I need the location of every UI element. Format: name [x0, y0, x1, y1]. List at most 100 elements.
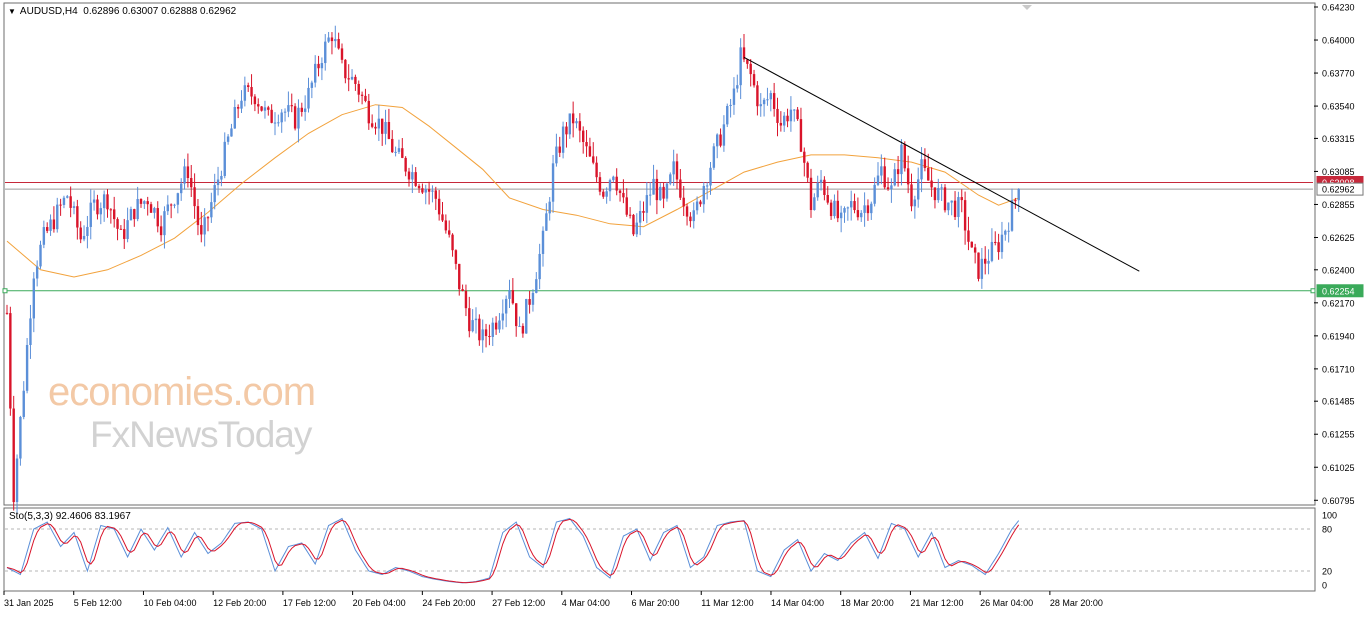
candle-body [930, 180, 933, 188]
candle-body [280, 112, 283, 123]
time-tick-label: 11 Mar 12:00 [701, 598, 753, 608]
candle-body [434, 190, 437, 199]
candle-body [705, 185, 709, 187]
price-tick-label: 0.63770 [1322, 69, 1355, 79]
price-tick-label: 0.61025 [1322, 463, 1355, 473]
candle-body [444, 220, 448, 231]
candle-body [1004, 230, 1007, 235]
candle-body [250, 87, 253, 97]
candle-body [116, 219, 119, 229]
candle-body [96, 199, 99, 215]
candle-body [692, 210, 695, 222]
candle-body [896, 169, 900, 175]
candle-body [511, 290, 515, 304]
candle-body [592, 156, 595, 163]
time-tick-label: 12 Feb 20:00 [213, 598, 266, 608]
candle-body [528, 299, 531, 305]
candle-body [213, 185, 216, 203]
candle-body [79, 227, 82, 240]
candle-body [176, 193, 180, 205]
candle-body [504, 298, 508, 314]
candle-body [739, 47, 742, 86]
chart-symbol: AUDUSD,H4 [19, 6, 78, 17]
candle-body [381, 118, 384, 134]
candle-body [240, 100, 243, 109]
candle-body [391, 138, 394, 153]
candle-body [963, 200, 967, 231]
sto-level-label: 80 [1322, 525, 1332, 535]
candle-body [216, 179, 220, 186]
price-tick-label: 0.60795 [1322, 496, 1355, 506]
candle-body [712, 146, 716, 168]
candle-body [99, 208, 102, 215]
candle-body [665, 183, 669, 199]
price-tick-label: 0.63540 [1322, 102, 1355, 112]
price-tick-label: 0.62400 [1322, 265, 1355, 275]
candle-body [283, 111, 287, 113]
candle-body [441, 214, 444, 221]
candle-body [880, 166, 883, 176]
candle-body [297, 107, 300, 129]
candle-body [669, 174, 672, 184]
candle-body [555, 146, 558, 164]
candle-body [732, 88, 736, 105]
candle-body [183, 166, 186, 184]
candle-body [119, 228, 123, 230]
candle-body [82, 235, 86, 240]
candle-body [716, 134, 719, 147]
candle-body [947, 202, 950, 211]
candle-body [917, 179, 920, 200]
candle-body [913, 199, 917, 207]
candle-body [72, 206, 76, 208]
candle-body [588, 146, 592, 157]
candle-body [883, 166, 886, 188]
candle-body [870, 203, 873, 214]
candle-body [558, 146, 561, 153]
candle-body [468, 308, 471, 332]
candle-body [906, 168, 910, 185]
candle-body [414, 172, 417, 186]
candle-body [957, 197, 960, 218]
candle-body [531, 292, 535, 305]
candle-body [404, 157, 407, 172]
candle-body [236, 107, 240, 109]
candle-body [756, 85, 759, 107]
candle-body [943, 187, 947, 211]
candle-body [839, 212, 843, 219]
price-tick-label: 0.63315 [1322, 134, 1355, 144]
collapse-triangle-icon[interactable]: ▼ [8, 7, 16, 16]
candle-body [387, 122, 391, 139]
candle-body [260, 106, 263, 111]
candle-body [230, 128, 233, 137]
candle-body [762, 99, 766, 105]
candle-body [89, 202, 92, 227]
candle-body [548, 201, 551, 214]
candle-body [525, 299, 528, 334]
candle-body [123, 229, 126, 239]
time-tick-label: 14 Mar 04:00 [771, 598, 824, 608]
candle-body [545, 213, 548, 231]
candle-body [458, 263, 461, 290]
candle-body [638, 210, 642, 223]
candle-body [491, 322, 494, 337]
candle-body [448, 230, 451, 235]
hline-label-support: 0.62254 [1322, 286, 1355, 296]
candle-body [190, 177, 193, 188]
candle-body [330, 37, 334, 42]
candle-body [401, 148, 404, 158]
candle-body [813, 197, 816, 211]
candle-body [56, 204, 59, 230]
time-tick-label: 10 Feb 04:00 [143, 598, 196, 608]
candle-body [736, 85, 739, 89]
candle-body [267, 107, 270, 110]
candle-body [659, 186, 662, 201]
candle-body [484, 329, 488, 337]
candle-body [46, 227, 49, 231]
candle-body [977, 252, 980, 279]
candle-body [602, 191, 605, 197]
candle-body [645, 195, 649, 213]
support-right-handle [1310, 288, 1316, 294]
candle-body [427, 189, 431, 192]
